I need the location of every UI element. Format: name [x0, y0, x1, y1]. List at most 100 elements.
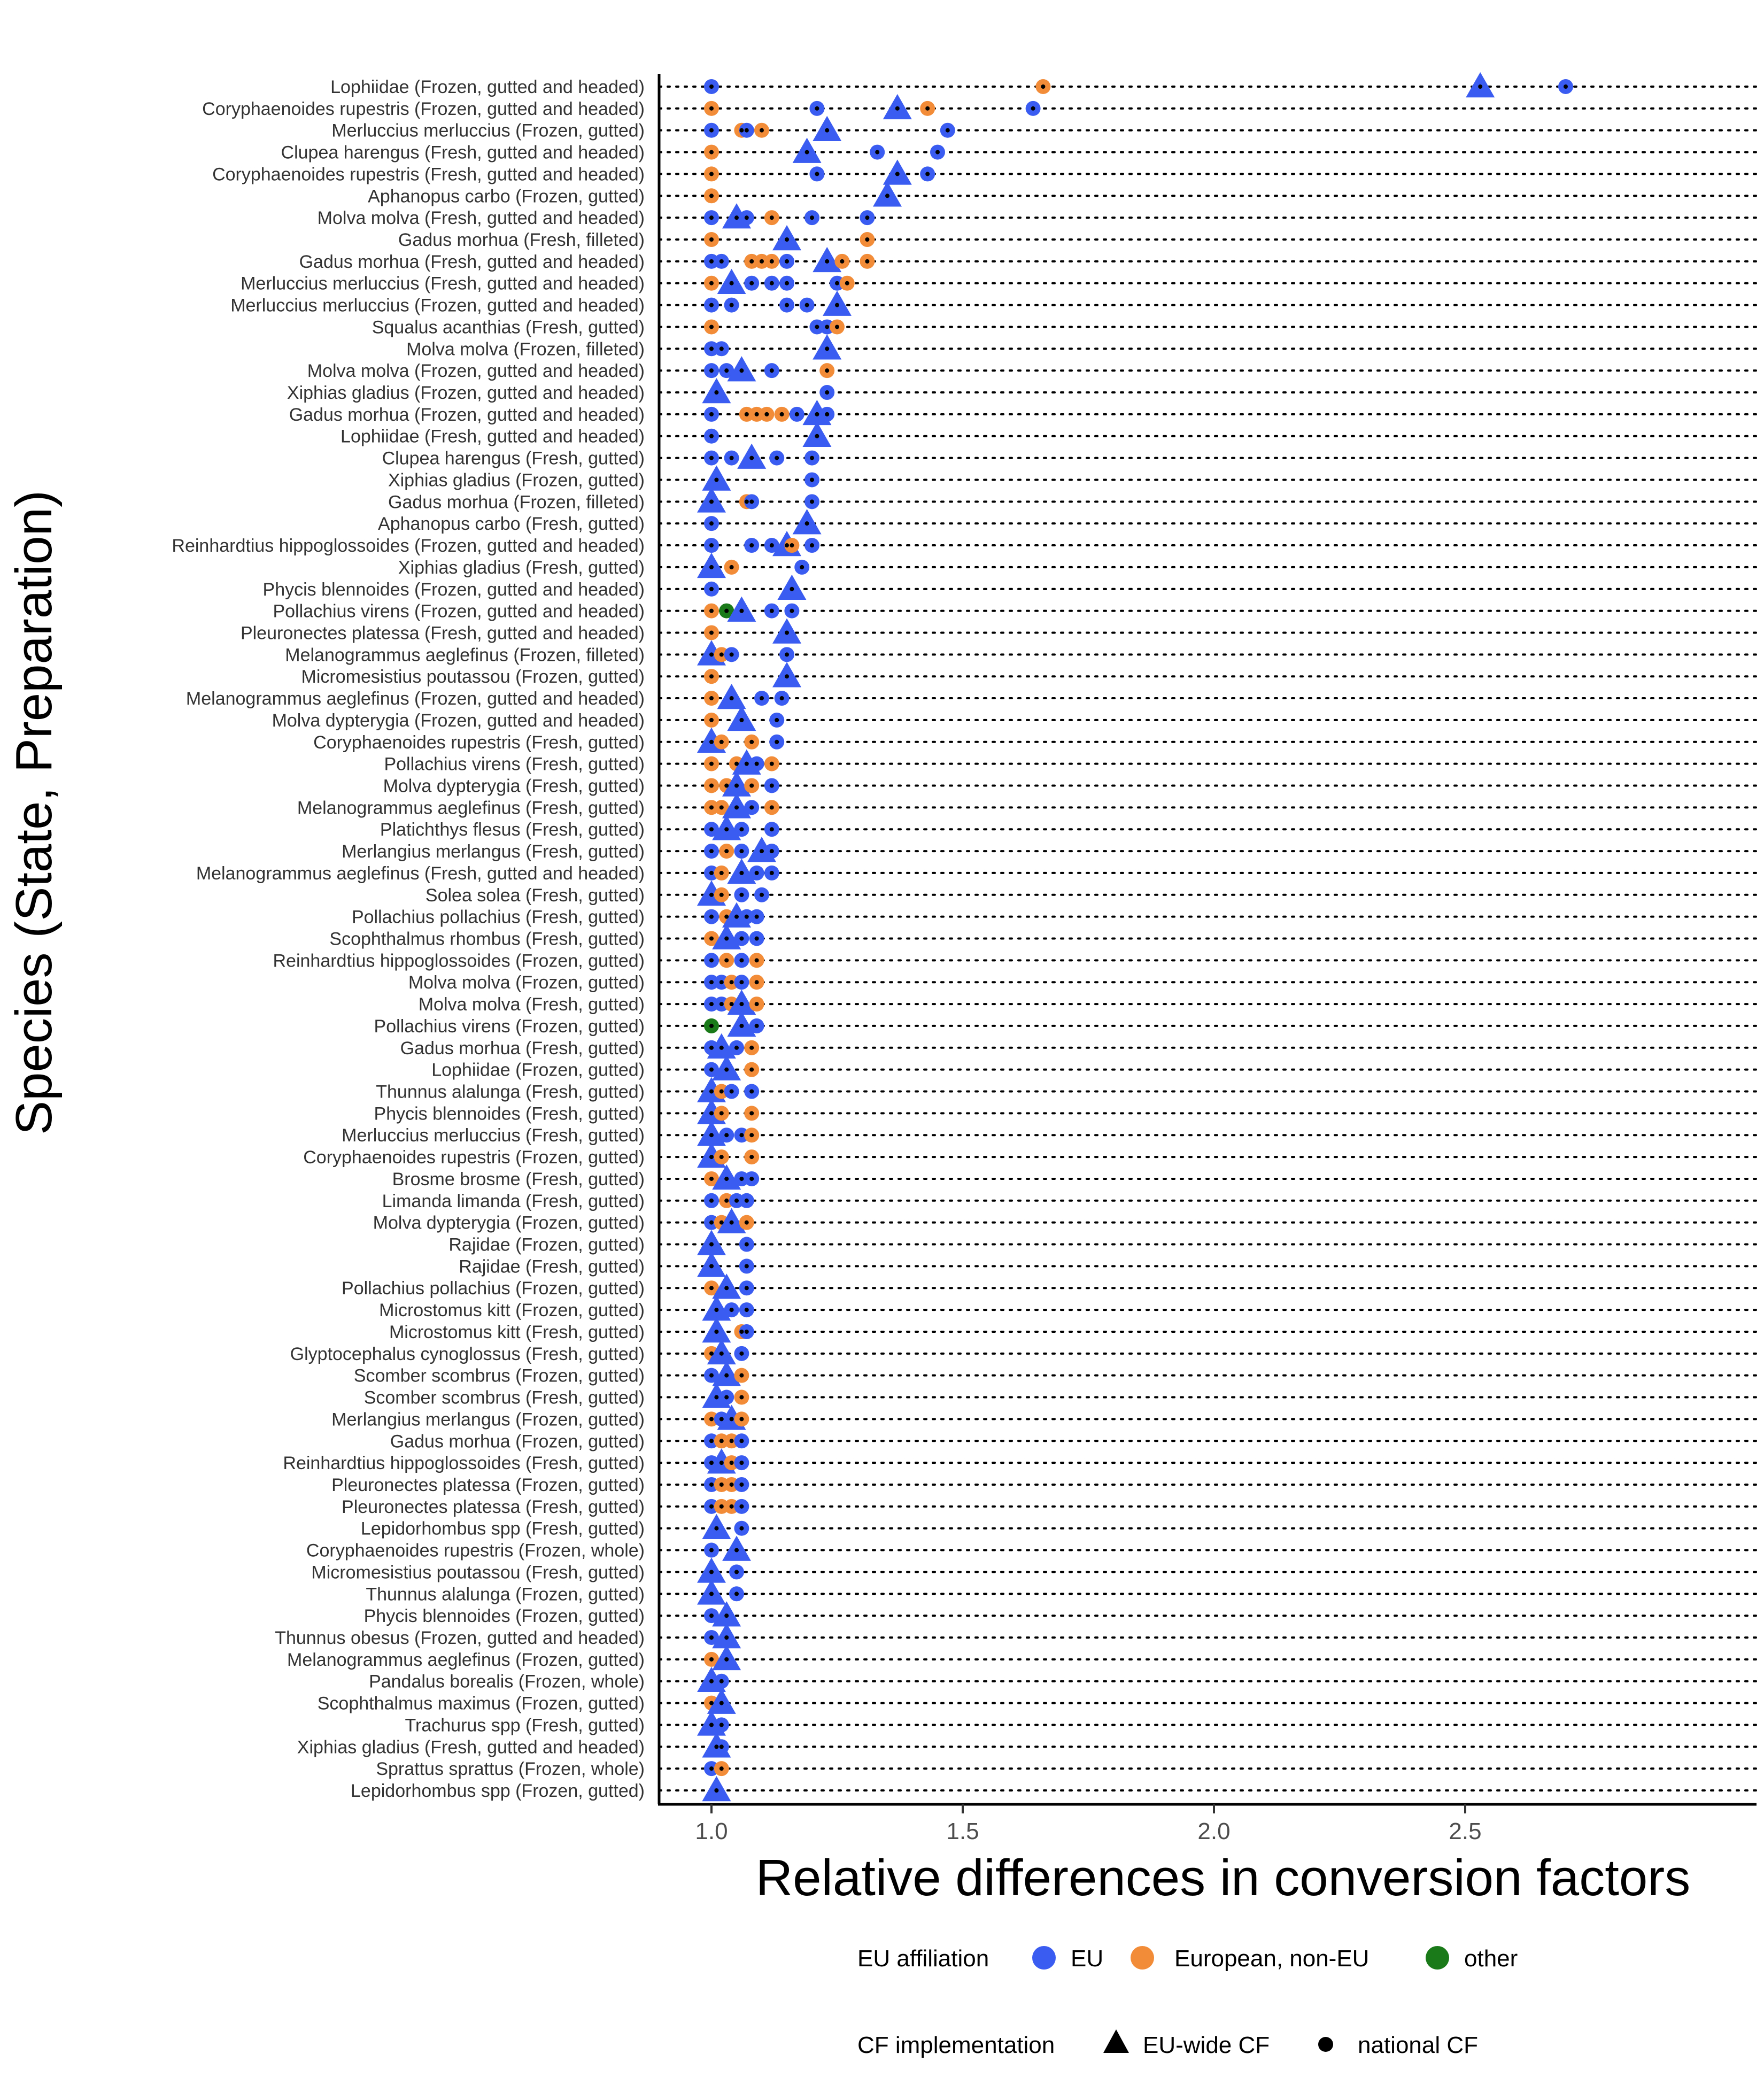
category-label: Molva molva (Frozen, filleted)	[406, 339, 645, 359]
category-label: Pollachius virens (Frozen, gutted and he…	[273, 601, 645, 622]
point-center-dot	[769, 608, 774, 613]
point-center-dot	[719, 652, 724, 657]
legend-label-european-non-eu: European, non-EU	[1174, 1945, 1369, 1972]
point-center-dot	[769, 281, 774, 285]
point-center-dot	[709, 1067, 714, 1072]
point-center-dot	[739, 1023, 744, 1028]
point-center-dot	[709, 412, 714, 416]
category-label: Reinhardtius hippoglossoides (Fresh, gut…	[283, 1453, 645, 1473]
point-center-dot	[709, 499, 714, 504]
point-center-dot	[835, 325, 839, 329]
category-label: Lepidorhombus spp (Fresh, gutted)	[361, 1519, 645, 1539]
point-center-dot	[739, 1482, 744, 1487]
point-center-dot	[875, 150, 880, 155]
point-center-dot	[739, 827, 744, 832]
point-center-dot	[709, 1766, 714, 1771]
point-center-dot	[709, 958, 714, 963]
point-center-dot	[719, 346, 724, 351]
point-center-dot	[709, 1461, 714, 1465]
point-center-dot	[719, 1045, 724, 1050]
category-label: Pleuronectes platessa (Fresh, gutted)	[342, 1497, 645, 1517]
category-label: Molva dypterygia (Frozen, gutted and hea…	[272, 711, 645, 731]
point-center-dot	[769, 827, 774, 832]
point-center-dot	[709, 84, 714, 89]
category-label: Coryphaenoides rupestris (Fresh, gutted …	[212, 164, 645, 184]
category-label: Pleuronectes platessa (Fresh, gutted and…	[241, 623, 645, 643]
point-center-dot	[719, 1439, 724, 1443]
category-label: Scophthalmus rhombus (Fresh, gutted)	[329, 929, 645, 949]
point-center-dot	[744, 914, 749, 919]
point-center-dot	[825, 128, 830, 133]
point-center-dot	[754, 958, 759, 963]
point-center-dot	[709, 1657, 714, 1662]
point-center-dot	[729, 1439, 734, 1443]
point-center-dot	[714, 1526, 719, 1531]
category-label: Thunnus alalunga (Fresh, gutted)	[376, 1082, 645, 1102]
point-center-dot	[815, 106, 819, 111]
point-center-dot	[785, 259, 789, 264]
point-center-dot	[815, 434, 819, 438]
point-center-dot	[769, 849, 774, 854]
point-center-dot	[724, 1613, 729, 1618]
point-center-dot	[749, 1045, 754, 1050]
point-center-dot	[760, 849, 764, 854]
point-center-dot	[790, 586, 794, 591]
point-center-dot	[729, 696, 734, 701]
point-center-dot	[749, 739, 754, 744]
category-label: Merluccius merluccius (Frozen, gutted)	[331, 121, 645, 141]
point-center-dot	[709, 543, 714, 548]
point-center-dot	[749, 805, 754, 810]
point-center-dot	[785, 674, 789, 679]
point-center-dot	[719, 259, 724, 264]
point-center-dot	[775, 717, 779, 722]
point-center-dot	[709, 1045, 714, 1050]
point-center-dot	[719, 870, 724, 875]
point-center-dot	[719, 1744, 724, 1749]
point-center-dot	[744, 499, 749, 504]
category-label: Rajidae (Frozen, gutted)	[448, 1235, 645, 1255]
point-center-dot	[749, 259, 754, 264]
point-center-dot	[724, 1635, 729, 1640]
point-center-dot	[800, 565, 804, 569]
point-center-dot	[815, 325, 819, 329]
legend-label-other: other	[1464, 1945, 1518, 1972]
point-center-dot	[815, 412, 819, 416]
point-center-dot	[709, 172, 714, 176]
point-center-dot	[719, 1220, 724, 1225]
point-center-dot	[785, 630, 789, 635]
category-label: Merluccius merluccius (Fresh, gutted and…	[241, 274, 645, 294]
category-label: Coryphaenoides rupestris (Frozen, whole)	[306, 1541, 645, 1561]
point-center-dot	[719, 1111, 724, 1116]
point-center-dot	[734, 1548, 739, 1553]
x-axis-title: Relative differences in conversion facto…	[756, 1849, 1690, 1906]
point-center-dot	[754, 870, 759, 875]
legend-label-eu-wide-cf: EU-wide CF	[1143, 2032, 1270, 2058]
point-center-dot	[769, 761, 774, 766]
point-center-dot	[739, 1329, 744, 1334]
category-label: Molva molva (Frozen, gutted and headed)	[307, 361, 645, 381]
point-center-dot	[709, 565, 714, 569]
point-center-dot	[739, 1526, 744, 1531]
legend-key-triangle	[1103, 2029, 1129, 2053]
point-center-dot	[709, 1701, 714, 1705]
point-center-dot	[724, 1067, 729, 1072]
category-label: Sprattus sprattus (Frozen, whole)	[376, 1759, 645, 1779]
point-center-dot	[785, 543, 789, 548]
point-center-dot	[724, 783, 729, 788]
point-center-dot	[709, 870, 714, 875]
category-label: Pollachius pollachius (Fresh, gutted)	[352, 907, 645, 928]
category-label: Phycis blennoides (Frozen, gutted and he…	[263, 580, 645, 600]
point-center-dot	[709, 761, 714, 766]
point-center-dot	[754, 761, 759, 766]
point-center-dot	[749, 1155, 754, 1160]
point-center-dot	[760, 892, 764, 897]
point-center-dot	[724, 1286, 729, 1291]
point-center-dot	[754, 412, 759, 416]
category-label: Scomber scombrus (Frozen, gutted)	[354, 1366, 645, 1386]
category-label: Xiphias gladius (Frozen, gutted)	[388, 470, 645, 490]
point-center-dot	[840, 259, 845, 264]
point-center-dot	[739, 892, 744, 897]
point-center-dot	[810, 477, 814, 482]
point-center-dot	[709, 1198, 714, 1203]
point-center-dot	[1041, 84, 1046, 89]
